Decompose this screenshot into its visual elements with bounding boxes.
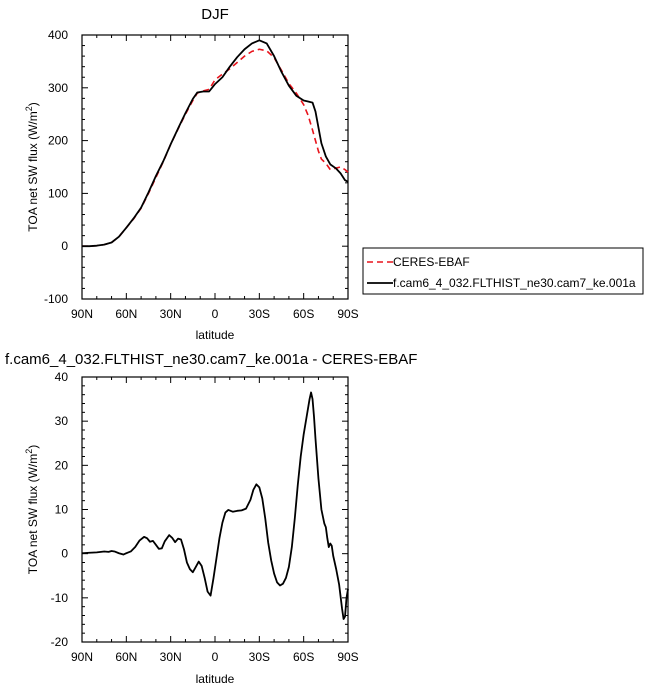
x-tick-label: 60N — [115, 307, 137, 321]
x-tick-label: 60S — [293, 650, 314, 664]
bottom-panel: f.cam6_4_032.FLTHIST_ne30.cam7_ke.001a -… — [5, 351, 417, 686]
x-tick-label: 90S — [337, 650, 358, 664]
legend: CERES-EBAF f.cam6_4_032.FLTHIST_ne30.cam… — [362, 247, 644, 295]
y-tick-label: 400 — [48, 28, 68, 42]
bottom-plot-frame — [81, 376, 349, 643]
bottom-axis-ticks: 90N 60N 30N 0 30S 60S 90S -20 -10 0 10 20 30 40 — [51, 370, 359, 664]
x-tick-label: 60S — [293, 307, 314, 321]
y-tick-label: 0 — [61, 547, 68, 561]
y-tick-label: 100 — [48, 186, 68, 200]
top-y-axis-label: TOA net SW flux (W/m2) — [24, 102, 40, 231]
x-tick-label: 30S — [249, 650, 270, 664]
y-tick-label: 30 — [55, 414, 69, 428]
legend-box — [362, 247, 644, 295]
top-series-line-0 — [82, 48, 349, 247]
y-tick-label: -10 — [51, 591, 69, 605]
x-tick-label: 30N — [160, 307, 182, 321]
top-axis-ticks: 90N 60N 30N 0 30S 60S 90S -100 0 100 200 300 400 — [44, 28, 359, 321]
top-series-line-1 — [82, 39, 349, 248]
y-tick-label: 0 — [61, 239, 68, 253]
y-tick-label: 40 — [55, 370, 69, 384]
x-tick-label: 90N — [71, 307, 93, 321]
x-tick-label: 30S — [249, 307, 270, 321]
top-panel: DJF 90N 60N 30N 0 30S 60S 90S -100 0 100 200 300 400… — [24, 6, 359, 342]
bottom-chart-title: f.cam6_4_032.FLTHIST_ne30.cam7_ke.001a -… — [5, 351, 417, 368]
top-x-axis-label: latitude — [196, 328, 235, 342]
bottom-x-axis-label: latitude — [196, 672, 235, 686]
y-tick-label: 300 — [48, 81, 68, 95]
x-tick-label: 90N — [71, 650, 93, 664]
top-plot-frame — [81, 34, 349, 300]
x-tick-label: 0 — [212, 307, 219, 321]
legend-label-model: f.cam6_4_032.FLTHIST_ne30.cam7_ke.001a — [393, 276, 636, 290]
y-tick-label: -100 — [44, 292, 68, 306]
bottom-y-axis-label: TOA net SW flux (W/m2) — [24, 445, 40, 574]
bottom-series-group — [81, 391, 349, 620]
top-series-group — [82, 39, 349, 248]
legend-label-ceres: CERES-EBAF — [393, 255, 470, 269]
y-tick-label: 10 — [55, 503, 69, 517]
y-tick-label: -20 — [51, 635, 69, 649]
y-tick-label: 20 — [55, 458, 69, 472]
y-tick-label: 200 — [48, 134, 68, 148]
x-tick-label: 60N — [115, 650, 137, 664]
bottom-series-line-0 — [81, 391, 349, 620]
top-chart-title: DJF — [201, 6, 229, 23]
x-tick-label: 30N — [160, 650, 182, 664]
x-tick-label: 0 — [212, 650, 219, 664]
x-tick-label: 90S — [337, 307, 358, 321]
